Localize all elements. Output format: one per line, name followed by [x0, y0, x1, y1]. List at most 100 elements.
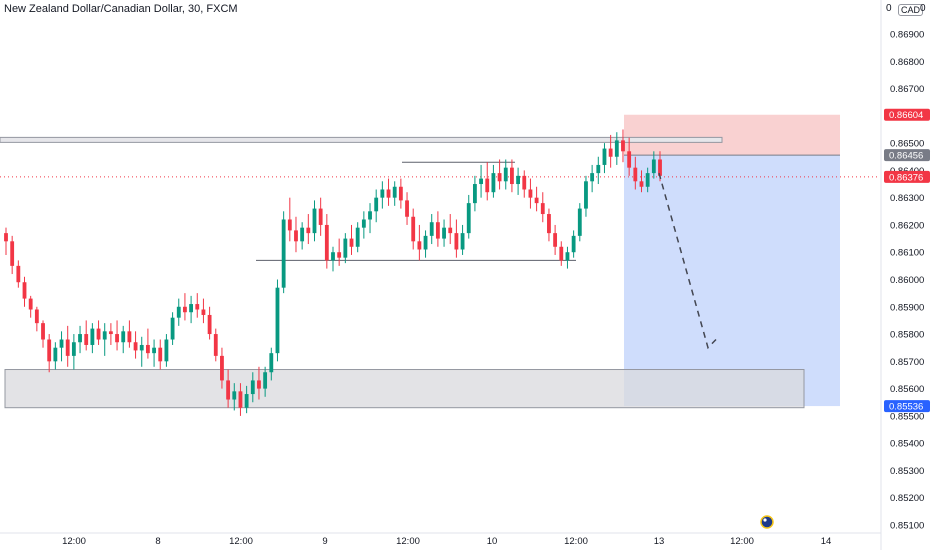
candle[interactable] — [269, 347, 274, 381]
candle[interactable] — [213, 328, 218, 362]
candle[interactable] — [4, 227, 8, 255]
candle[interactable] — [349, 224, 354, 255]
take-profit-zone[interactable] — [624, 155, 840, 407]
candle[interactable] — [448, 214, 453, 245]
candle[interactable] — [281, 211, 286, 294]
candle[interactable] — [337, 238, 342, 266]
candle[interactable] — [368, 203, 372, 234]
candle[interactable] — [472, 175, 477, 212]
candle[interactable] — [398, 178, 403, 209]
candle[interactable] — [47, 334, 52, 373]
candle[interactable] — [522, 170, 527, 198]
candle[interactable] — [287, 197, 292, 242]
candle[interactable] — [226, 369, 231, 408]
candle[interactable] — [220, 347, 224, 389]
candle[interactable] — [16, 260, 21, 288]
candle[interactable] — [133, 331, 138, 359]
candle[interactable] — [510, 159, 514, 193]
demand-zone[interactable] — [4, 369, 805, 409]
candle[interactable] — [503, 159, 508, 190]
candle[interactable] — [466, 194, 471, 239]
candle[interactable] — [127, 320, 132, 348]
candle[interactable] — [442, 219, 446, 247]
candle[interactable] — [380, 181, 385, 209]
candle[interactable] — [22, 276, 27, 307]
candle[interactable] — [34, 306, 39, 332]
candle[interactable] — [584, 175, 588, 217]
candle[interactable] — [528, 178, 533, 209]
candle[interactable] — [318, 197, 323, 236]
candle[interactable] — [485, 162, 490, 201]
candle[interactable] — [28, 295, 33, 318]
candle[interactable] — [411, 208, 416, 250]
projection-arrow[interactable] — [658, 172, 717, 350]
candle[interactable] — [639, 170, 644, 193]
resistance-band[interactable] — [0, 136, 723, 143]
candle[interactable] — [392, 181, 397, 206]
candle[interactable] — [145, 328, 150, 359]
candle[interactable] — [207, 306, 212, 340]
candle[interactable] — [553, 224, 558, 255]
candle[interactable] — [602, 143, 607, 174]
candle[interactable] — [312, 200, 317, 242]
candle[interactable] — [195, 293, 200, 318]
candle[interactable] — [608, 134, 613, 168]
candle[interactable] — [152, 339, 156, 367]
candle[interactable] — [84, 320, 89, 351]
candle[interactable] — [59, 331, 64, 362]
candle[interactable] — [189, 295, 194, 324]
candle[interactable] — [559, 241, 564, 266]
candle[interactable] — [275, 279, 280, 362]
candle[interactable] — [627, 137, 632, 176]
currency-selector[interactable]: CAD — [898, 4, 924, 16]
candle[interactable] — [164, 334, 169, 367]
candle[interactable] — [534, 186, 539, 212]
candle[interactable] — [65, 325, 70, 367]
candle[interactable] — [238, 383, 243, 416]
candle[interactable] — [170, 312, 175, 345]
candle[interactable] — [232, 383, 237, 411]
candle[interactable] — [121, 325, 126, 354]
candle[interactable] — [417, 224, 422, 261]
candle[interactable] — [429, 214, 434, 245]
candle[interactable] — [306, 214, 311, 245]
candle[interactable] — [614, 132, 619, 165]
candle[interactable] — [158, 339, 163, 370]
candle[interactable] — [386, 178, 391, 206]
candle[interactable] — [96, 320, 101, 345]
candle[interactable] — [645, 167, 650, 193]
candle[interactable] — [294, 216, 298, 253]
candle[interactable] — [596, 156, 601, 185]
candle[interactable] — [590, 164, 595, 193]
candle[interactable] — [250, 372, 255, 403]
candle[interactable] — [423, 230, 428, 258]
candle[interactable] — [108, 323, 113, 345]
candle[interactable] — [547, 208, 551, 242]
candle[interactable] — [176, 298, 181, 326]
candle[interactable] — [361, 211, 366, 239]
candle[interactable] — [71, 334, 76, 370]
candle[interactable] — [651, 151, 656, 179]
candle[interactable] — [201, 298, 206, 324]
candle[interactable] — [10, 235, 15, 275]
candle[interactable] — [540, 192, 545, 223]
candle[interactable] — [621, 129, 625, 163]
candle[interactable] — [577, 203, 582, 242]
candle[interactable] — [331, 246, 335, 272]
candle[interactable] — [78, 325, 82, 354]
candle[interactable] — [53, 342, 58, 370]
candle[interactable] — [183, 293, 187, 321]
candle[interactable] — [41, 320, 45, 348]
candle[interactable] — [460, 224, 465, 255]
candle[interactable] — [497, 159, 502, 190]
candle[interactable] — [263, 366, 268, 397]
candle[interactable] — [244, 385, 249, 414]
candle[interactable] — [565, 246, 570, 269]
candle[interactable] — [405, 192, 409, 225]
candle[interactable] — [435, 211, 440, 247]
candle[interactable] — [115, 320, 119, 351]
candle[interactable] — [454, 219, 459, 258]
candle[interactable] — [300, 222, 305, 250]
candle[interactable] — [90, 323, 95, 354]
